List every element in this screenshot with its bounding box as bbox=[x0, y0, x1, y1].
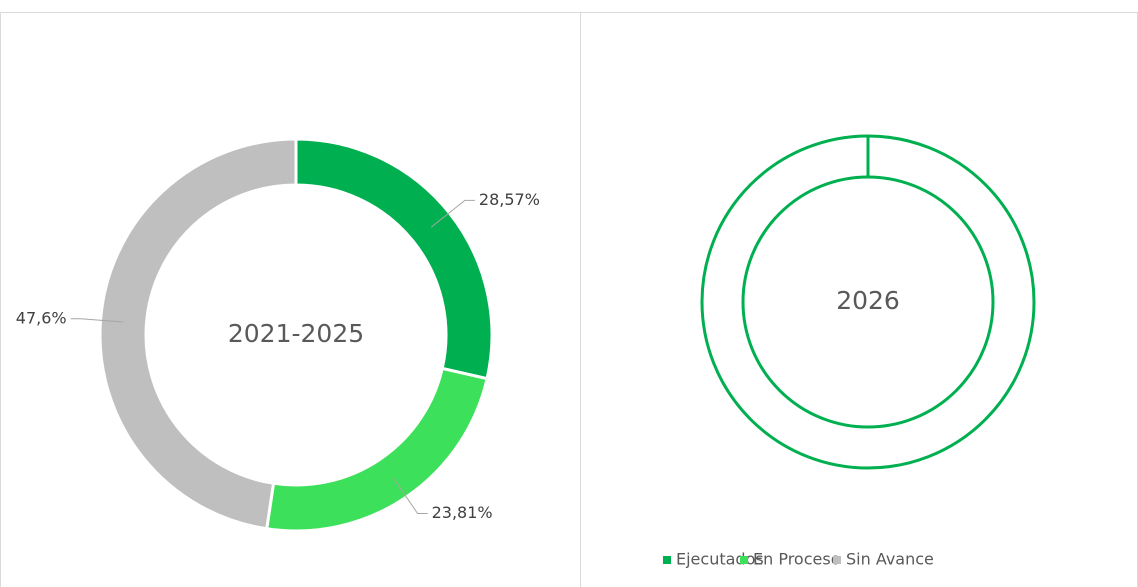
legend-label: Ejecutados bbox=[676, 550, 764, 569]
legend-swatch bbox=[833, 556, 841, 564]
data-label: 47,6% bbox=[16, 308, 67, 327]
data-label: 28,57% bbox=[479, 190, 540, 209]
legend-swatch bbox=[663, 556, 671, 564]
legend-label: Sin Avance bbox=[846, 550, 934, 569]
donut-slice bbox=[98, 137, 298, 531]
frame bbox=[0, 12, 1138, 587]
leader-line bbox=[392, 477, 428, 515]
leader-line bbox=[70, 318, 124, 323]
legend-label: En Proceso bbox=[753, 550, 840, 569]
legend-swatch bbox=[740, 556, 748, 564]
data-label: 23,81% bbox=[432, 503, 493, 522]
leader-line bbox=[430, 199, 475, 228]
center-label: 2026 bbox=[836, 286, 900, 315]
center-label: 2021-2025 bbox=[228, 319, 364, 348]
